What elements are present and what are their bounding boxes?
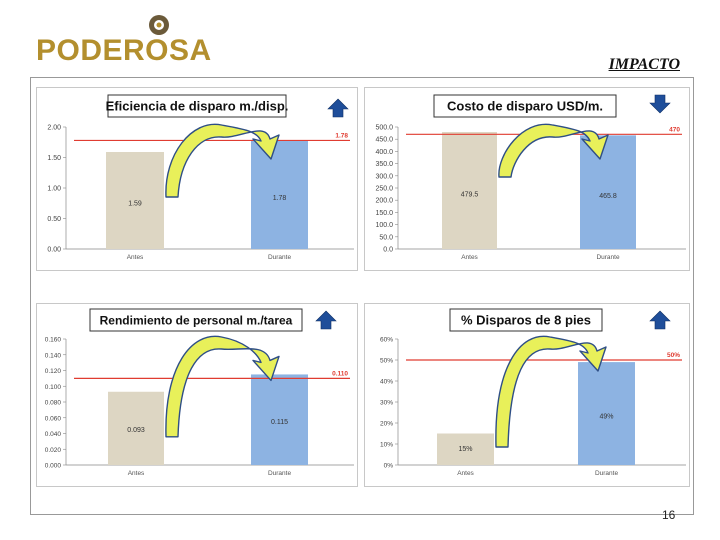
y-tick-label: 350.0 — [375, 161, 393, 168]
chart-title: Costo de disparo USD/m. — [447, 99, 603, 114]
y-tick-label: 0.0 — [383, 247, 393, 254]
y-tick-label: 0.000 — [45, 463, 62, 470]
bar-antes — [442, 132, 497, 249]
content-frame — [30, 77, 694, 515]
y-tick-label: 100.0 — [375, 222, 393, 229]
bar-durante — [251, 374, 308, 465]
chart-panel-3: 0.000 0.020 0.040 0.060 0.080 0.100 0.120 0.140… — [36, 303, 358, 487]
y-tick-label: 30% — [380, 400, 393, 407]
category-label: Antes — [461, 254, 478, 261]
chart-title-box — [433, 94, 617, 118]
y-tick-label: 200.0 — [375, 198, 393, 205]
data-label: 49% — [599, 414, 613, 421]
chart-title: Rendimiento de personal m./tarea — [100, 313, 293, 327]
y-tick-label: 50% — [380, 358, 393, 365]
data-label: 1.59 — [128, 200, 142, 207]
category-label: Durante — [268, 470, 292, 477]
y-tick-label: 300.0 — [375, 173, 393, 180]
y-tick-label: 0.140 — [45, 352, 62, 359]
y-tick-label: 450.0 — [375, 137, 393, 144]
y-tick-label: 0.50 — [47, 216, 61, 223]
y-tick-label: 2.00 — [47, 125, 61, 132]
chart-disparos: 0% 10% 20% 30% 40% 50% 60% 15% Antes 49% Durante 50… — [364, 303, 690, 487]
y-tick-label: 0.080 — [45, 400, 62, 407]
chart-eficiencia: 0.00 0.50 1.00 1.50 2.00 1.59 Antes 1.78 Durante… — [36, 87, 358, 271]
category-label: Antes — [128, 470, 145, 477]
y-tick-label: 0.00 — [47, 247, 61, 254]
chart-costo: 0.0 50.0 100.0 150.0 200.0 250.0 300.0 350.0 400… — [364, 87, 690, 271]
data-label: 15% — [458, 446, 472, 453]
y-tick-label: 0.020 — [45, 447, 62, 454]
y-tick-label: 0% — [384, 463, 394, 470]
bar-durante — [578, 362, 635, 465]
category-label: Antes — [457, 470, 474, 477]
up-arrow-icon — [315, 310, 337, 330]
y-tick-label: 500.0 — [375, 125, 393, 132]
data-label: 1.78 — [273, 195, 287, 202]
y-tick-label: 400.0 — [375, 149, 393, 156]
chart-title: % Disparos de 8 pies — [461, 313, 591, 328]
y-tick-label: 40% — [380, 379, 393, 386]
chart-title-box — [107, 94, 287, 118]
chart-rendimiento: 0.000 0.020 0.040 0.060 0.080 0.100 0.120 0.140… — [36, 303, 358, 487]
data-label: 0.115 — [271, 419, 288, 426]
y-tick-label: 0.160 — [45, 337, 62, 344]
y-tick-label: 1.50 — [47, 155, 61, 162]
target-label: 0.110 — [332, 370, 348, 377]
y-tick-label: 250.0 — [375, 186, 393, 193]
chart-title-box — [89, 308, 303, 332]
target-label: 50% — [667, 352, 680, 359]
category-label: Antes — [127, 254, 144, 261]
y-tick-label: 150.0 — [375, 210, 393, 217]
up-arrow-icon — [649, 310, 671, 330]
target-label: 470 — [669, 126, 680, 133]
bar-durante — [251, 140, 308, 249]
y-tick-label: 50.0 — [379, 234, 393, 241]
target-label: 1.78 — [335, 132, 348, 139]
data-label: 0.093 — [127, 427, 145, 434]
chart-panel-4: 0% 10% 20% 30% 40% 50% 60% 15% Antes 49% Durante 50… — [364, 303, 690, 487]
slide-title: IMPACTO — [608, 56, 680, 73]
brand-logo-text: PODEROSA — [36, 34, 212, 67]
category-label: Durante — [596, 254, 620, 261]
bar-antes — [106, 152, 164, 249]
y-tick-label: 0.100 — [45, 384, 62, 391]
down-arrow-icon — [649, 94, 671, 114]
trend-arrow — [495, 335, 607, 448]
chart-panel-2: 0.0 50.0 100.0 150.0 200.0 250.0 300.0 350.0 400… — [364, 87, 690, 271]
data-label: 465.8 — [599, 193, 617, 200]
bar-antes — [108, 391, 164, 465]
y-tick-label: 1.00 — [47, 186, 61, 193]
chart-panel-1: 0.00 0.50 1.00 1.50 2.00 1.59 Antes 1.78 Durante… — [36, 87, 358, 271]
trend-arrow — [165, 335, 280, 438]
y-tick-label: 0.060 — [45, 415, 62, 422]
bar-antes — [437, 433, 494, 465]
plot-area — [398, 127, 686, 249]
y-tick-label: 10% — [380, 442, 393, 449]
trend-arrow — [498, 123, 609, 178]
chart-title: Eficiencia de disparo m./disp. — [106, 99, 289, 114]
chart-title-box — [449, 308, 603, 332]
data-label: 479.5 — [461, 191, 479, 198]
brand-logo: PODEROSA — [36, 12, 226, 70]
ring-dot-mark — [149, 15, 169, 35]
page-number: 16 — [662, 508, 676, 522]
category-label: Durante — [595, 470, 619, 477]
y-tick-label: 20% — [380, 421, 393, 428]
up-arrow-icon — [327, 98, 349, 118]
category-label: Durante — [268, 254, 292, 261]
trend-arrow — [165, 123, 280, 198]
bar-durante — [580, 135, 636, 249]
y-tick-label: 60% — [380, 337, 393, 344]
y-tick-label: 0.120 — [45, 368, 62, 375]
y-tick-label: 0.040 — [45, 431, 62, 438]
